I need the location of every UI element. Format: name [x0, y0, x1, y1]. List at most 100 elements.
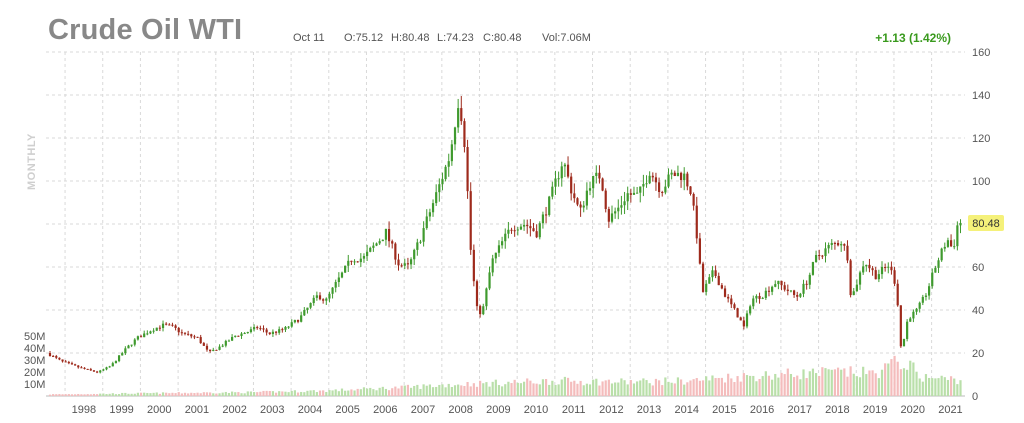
candle-body: [761, 297, 764, 299]
volume-bar: [529, 380, 532, 396]
candle-body: [629, 193, 632, 195]
volume-bar: [303, 392, 306, 396]
volume-bar: [491, 381, 494, 396]
candle-body: [102, 369, 105, 371]
volume-bar: [934, 378, 937, 396]
candle-body: [212, 349, 215, 352]
volume-bar: [488, 386, 491, 396]
volume-bar: [730, 378, 733, 396]
volume-bar: [504, 384, 507, 396]
candle-body: [108, 366, 111, 368]
volume-bar: [369, 387, 372, 396]
candle-body: [604, 190, 607, 210]
candle-body: [711, 270, 714, 278]
candle-body: [180, 332, 183, 334]
candle-body: [309, 303, 312, 308]
volume-bar: [566, 377, 570, 396]
last-price-marker: 80.48: [968, 214, 1004, 231]
volume-bar: [796, 375, 799, 396]
volume-bar: [296, 392, 300, 396]
x-tick-label: 2020: [901, 404, 925, 416]
volume-bar: [610, 383, 614, 396]
volume-bar: [180, 393, 183, 396]
volume-bar: [300, 391, 303, 396]
candle-body: [808, 274, 811, 285]
candle-body: [463, 121, 466, 148]
volume-bar: [205, 392, 209, 396]
candle-body: [862, 266, 865, 273]
volume-bar: [661, 385, 664, 396]
volume-bar: [814, 373, 818, 396]
x-tick-label: 2021: [938, 404, 962, 416]
volume-bar: [548, 384, 551, 396]
candle-body: [849, 260, 852, 296]
candle-body: [143, 333, 146, 338]
x-tick-label: 2002: [222, 404, 246, 416]
candle-body: [234, 335, 237, 337]
volume-bar: [362, 387, 366, 396]
candle-body: [695, 205, 698, 239]
volume-bar: [563, 376, 567, 396]
volume-bar: [218, 393, 221, 396]
volume-bar: [535, 383, 538, 396]
candle-body: [92, 370, 96, 372]
volume-bar: [340, 388, 344, 396]
candle-body: [149, 331, 152, 334]
candle-body: [868, 264, 871, 269]
volume-bar: [155, 392, 158, 396]
volume-bar: [152, 392, 155, 396]
volume-bar: [906, 369, 909, 396]
volume-bar: [469, 386, 472, 396]
candle-body: [488, 272, 491, 289]
candle-body: [296, 320, 300, 322]
volume-bar: [139, 392, 143, 396]
candle-body: [956, 225, 959, 247]
candle-body: [485, 288, 488, 307]
candle-body: [538, 223, 541, 238]
candle-body: [689, 186, 692, 194]
candle-body: [661, 192, 664, 194]
volume-bar: [692, 379, 695, 396]
volume-bar: [843, 368, 846, 396]
candle-body: [479, 306, 482, 315]
x-tick-label: 2003: [260, 404, 284, 416]
volume-bar: [708, 380, 711, 396]
volume-tick-label: 40M: [24, 343, 45, 355]
volume-bar: [890, 359, 893, 396]
candle-body: [774, 284, 777, 287]
candle-body: [548, 196, 551, 215]
candle-body: [268, 332, 271, 335]
volume-bar: [956, 384, 959, 396]
volume-bar: [136, 392, 140, 396]
volume-bar: [821, 367, 824, 396]
candle-body: [362, 256, 366, 259]
candle-body: [833, 242, 837, 244]
candle-body: [626, 193, 629, 202]
candle-body: [218, 346, 221, 350]
x-tick-label: 2000: [147, 404, 171, 416]
volume-bar: [240, 393, 243, 396]
volume-bar: [749, 375, 752, 396]
volume-bar: [268, 390, 271, 396]
candle-body: [501, 241, 504, 246]
volume-bar: [595, 378, 598, 396]
candle-body: [899, 305, 902, 347]
candle-body: [74, 364, 77, 366]
volume-bar: [764, 371, 767, 396]
volume-bar: [799, 379, 802, 396]
candle-body: [375, 243, 378, 246]
candle-body: [789, 290, 793, 292]
volume-bar: [174, 393, 177, 396]
volume-bar: [234, 392, 237, 396]
volume-bar: [494, 379, 497, 396]
volume-bar: [745, 375, 749, 396]
candle-body: [529, 226, 532, 229]
candle-body: [262, 328, 265, 330]
volume-bar: [293, 390, 296, 396]
volume-bar: [171, 392, 174, 396]
candle-body: [422, 228, 425, 242]
volume-bar: [811, 368, 815, 396]
candle-body: [767, 290, 771, 292]
x-tick-label: 1998: [72, 404, 96, 416]
